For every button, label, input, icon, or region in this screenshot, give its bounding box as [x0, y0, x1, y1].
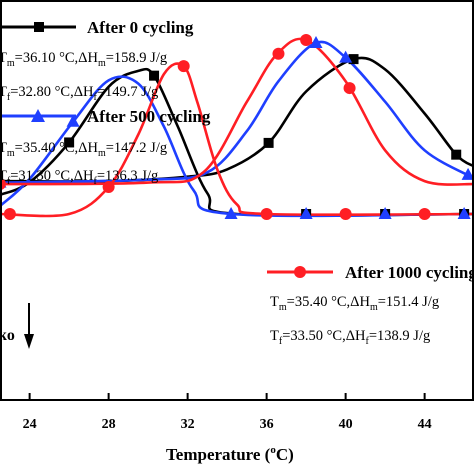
cool-marker-after-500-4	[457, 207, 471, 219]
annotation-tm-after-1000: Tm=35.40 °C,ΔHm=151.4 J/g	[270, 294, 439, 313]
legend-marker-after-1000	[294, 266, 306, 278]
cool-marker-after-1000-0	[3, 208, 16, 220]
heat-marker-after-500-2	[339, 50, 353, 63]
annotation-tf-after-1000: Tf=33.50 °C,ΔHf=138.9 J/g	[270, 328, 430, 347]
markers-layer	[0, 34, 474, 220]
legend-after-500: After 500 cycling	[2, 107, 211, 126]
cool-marker-after-500-2	[299, 207, 313, 219]
cool-marker-after-1000-2	[177, 60, 190, 73]
down-arrow-icon	[24, 303, 34, 349]
x-tick-label-5: 44	[418, 417, 432, 432]
cool-marker-after-1000-4	[339, 208, 352, 220]
x-tick-label-3: 36	[260, 417, 274, 432]
heating-curve-after-500	[0, 40, 474, 184]
heat-marker-after-1000-1	[272, 47, 285, 60]
cool-marker-after-500-1	[224, 207, 238, 219]
legend-marker-after-500	[31, 109, 45, 122]
legend-after-1000: After 1000 cycling	[267, 263, 474, 282]
x-axis-title: Temperature (oC)	[166, 444, 294, 464]
heat-marker-after-0-1	[348, 54, 359, 65]
x-tick-label-2: 32	[181, 417, 195, 432]
annotation-tm-after-0: Tm=36.10 °C,ΔHm=158.9 J/g	[0, 50, 167, 69]
legend-marker-after-0	[34, 22, 44, 32]
plot-frame	[0, 0, 474, 401]
cool-marker-after-0-0	[64, 137, 75, 148]
x-tick-label-1: 28	[102, 417, 116, 432]
heat-marker-after-0-2	[451, 149, 462, 160]
heat-marker-after-500-1	[309, 35, 323, 48]
legend-label-after-1000: After 1000 cycling	[345, 263, 474, 282]
heat-marker-after-500-3	[461, 167, 474, 180]
side-label: ko	[0, 327, 15, 344]
cool-marker-after-500-3	[378, 207, 392, 219]
cool-marker-after-1000-3	[260, 208, 273, 220]
heat-marker-after-1000-3	[343, 82, 356, 95]
heat-marker-after-0-0	[263, 137, 274, 148]
legend-after-0: After 0 cycling	[2, 18, 194, 37]
annotation-tf-after-0: Tf=32.80 °C,ΔHf=149.7 J/g	[0, 84, 158, 103]
cool-marker-after-0-1	[149, 70, 160, 81]
heat-marker-after-1000-2	[300, 34, 313, 46]
x-ticks: 24 28 32 36 40 44	[23, 393, 432, 432]
cool-marker-after-1000-1	[102, 180, 115, 193]
cool-marker-after-1000-5	[418, 208, 431, 220]
x-tick-label-0: 24	[23, 417, 37, 432]
annotation-tf-after-500: Tf=31.30 °C,ΔHf=136.3 J/g	[0, 168, 158, 187]
annotation-tm-after-500: Tm=35.40 °C,ΔHm=147.2 J/g	[0, 140, 167, 159]
cool-marker-after-500-0	[66, 114, 80, 127]
x-tick-label-4: 40	[339, 417, 353, 432]
legend-label-after-500: After 500 cycling	[87, 107, 211, 126]
legend-label-after-0: After 0 cycling	[87, 18, 194, 37]
